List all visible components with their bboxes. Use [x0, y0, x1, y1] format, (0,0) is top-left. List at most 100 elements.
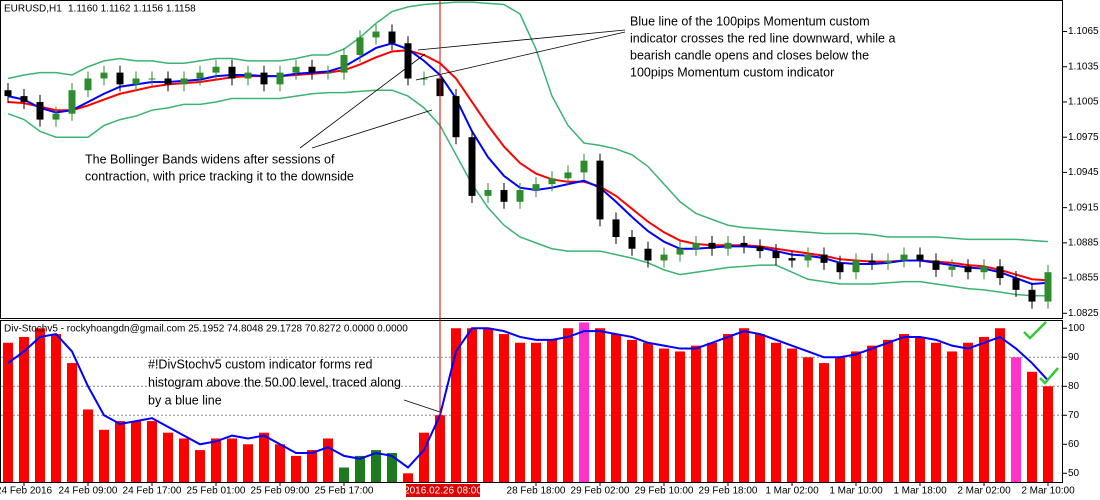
histogram-bar [899, 334, 909, 482]
indicator-line [7, 89, 1048, 297]
annotation: indicator crosses the red line downward,… [630, 31, 895, 45]
histogram-bar [979, 336, 989, 482]
histogram-bar [419, 432, 429, 482]
annotation: histogram above the 50.00 level, traced … [148, 375, 401, 389]
candle-body [388, 31, 396, 44]
candle-body [100, 72, 108, 79]
arrow [311, 109, 433, 149]
x-tick-label: 1 Mar 02:00 [765, 486, 819, 497]
candle-body [36, 101, 44, 120]
indicator-line [7, 1, 1049, 243]
y-tick-label: 1.0915 [1068, 202, 1099, 213]
candle-body [932, 260, 940, 270]
candle-body [468, 137, 476, 196]
histogram-bar [595, 328, 605, 482]
histogram-bar [883, 339, 893, 482]
candle-body [52, 113, 60, 120]
x-tick-label: 2 Mar 10:00 [1021, 486, 1075, 497]
candle-body [452, 96, 460, 138]
candle-body [692, 242, 700, 249]
candle-body [660, 254, 668, 261]
x-tick-label: 24 Feb 2016 [0, 486, 53, 497]
check [1023, 321, 1047, 340]
annotation: bearish candle opens and closes below th… [630, 48, 869, 62]
annotation: #!DivStochv5 custom indicator forms red [148, 357, 372, 371]
histogram-bar [243, 444, 253, 482]
x-tick-label: 2 Mar 02:00 [957, 486, 1011, 497]
histogram-bar [483, 328, 493, 482]
candle-body [180, 78, 188, 85]
arrow [417, 29, 626, 51]
y-tick-label: 100 [1068, 323, 1085, 334]
candle-body [580, 160, 588, 173]
candle-body [1012, 278, 1020, 290]
x-tick-label: 1 Mar 10:00 [829, 486, 883, 497]
histogram-bar [67, 363, 77, 482]
histogram-bar [627, 339, 637, 482]
histogram-bar [83, 409, 93, 482]
candle-body [244, 72, 252, 79]
candle-body [980, 266, 988, 273]
candle-body [1044, 272, 1052, 302]
candle-body [724, 242, 732, 249]
candle-body [788, 258, 796, 261]
histogram-bar [963, 342, 973, 482]
candle-body [708, 242, 716, 249]
histogram-bar [771, 342, 781, 482]
candle-body [596, 160, 604, 220]
y-tick-label: 70 [1068, 410, 1080, 421]
histogram-bar [707, 342, 717, 482]
annotation: The Bollinger Bands widens after session… [85, 152, 335, 166]
histogram-bar [1011, 357, 1021, 482]
candle-body [292, 66, 300, 73]
histogram-bar [51, 334, 61, 482]
histogram-bar [227, 438, 237, 482]
y-tick-label: 1.0975 [1068, 132, 1099, 143]
histogram-bar [211, 438, 221, 482]
candle-body [916, 254, 924, 261]
candle-body [276, 72, 284, 85]
candle-body [564, 172, 572, 179]
histogram-bar [947, 351, 957, 482]
y-tick-label: 1.0825 [1068, 308, 1099, 319]
candle-body [996, 266, 1004, 279]
histogram-bar [515, 342, 525, 482]
candle-body [1028, 289, 1036, 302]
histogram-bar [259, 432, 269, 482]
histogram-bar [723, 334, 733, 482]
histogram-bar [739, 328, 749, 482]
candle-body [612, 219, 620, 237]
price-frame [0, 0, 1063, 319]
candle-body [228, 66, 236, 79]
candle-body [548, 178, 556, 185]
histogram-bar [915, 336, 925, 482]
candle-body [756, 246, 764, 252]
x-tick-label: 24 Feb 09:00 [59, 486, 118, 497]
check [1039, 367, 1059, 385]
candle-body [84, 78, 92, 91]
histogram-bar [659, 348, 669, 482]
histogram-bar [1043, 386, 1053, 482]
histogram-bar [451, 328, 461, 482]
histogram-bar [163, 432, 173, 482]
candle-body [900, 254, 908, 261]
annotation: by a blue line [148, 393, 222, 407]
candle-body [852, 260, 860, 273]
histogram-bar [131, 421, 141, 482]
arrow [415, 31, 626, 81]
y-tick-label: 1.0885 [1068, 237, 1099, 248]
candle-body [964, 266, 972, 273]
histogram-bar [563, 328, 573, 482]
histogram-bar [195, 450, 205, 482]
histogram-bar [1027, 371, 1037, 482]
arrow [299, 53, 426, 149]
histogram-bar [787, 348, 797, 482]
histogram-bar [115, 421, 125, 482]
candle-body [20, 96, 28, 102]
annotation: Blue line of the 100pips Momentum custom [630, 14, 870, 28]
histogram-bar [147, 421, 157, 482]
candle-body [772, 251, 780, 259]
histogram-bar [835, 357, 845, 482]
candle-body [884, 260, 892, 263]
